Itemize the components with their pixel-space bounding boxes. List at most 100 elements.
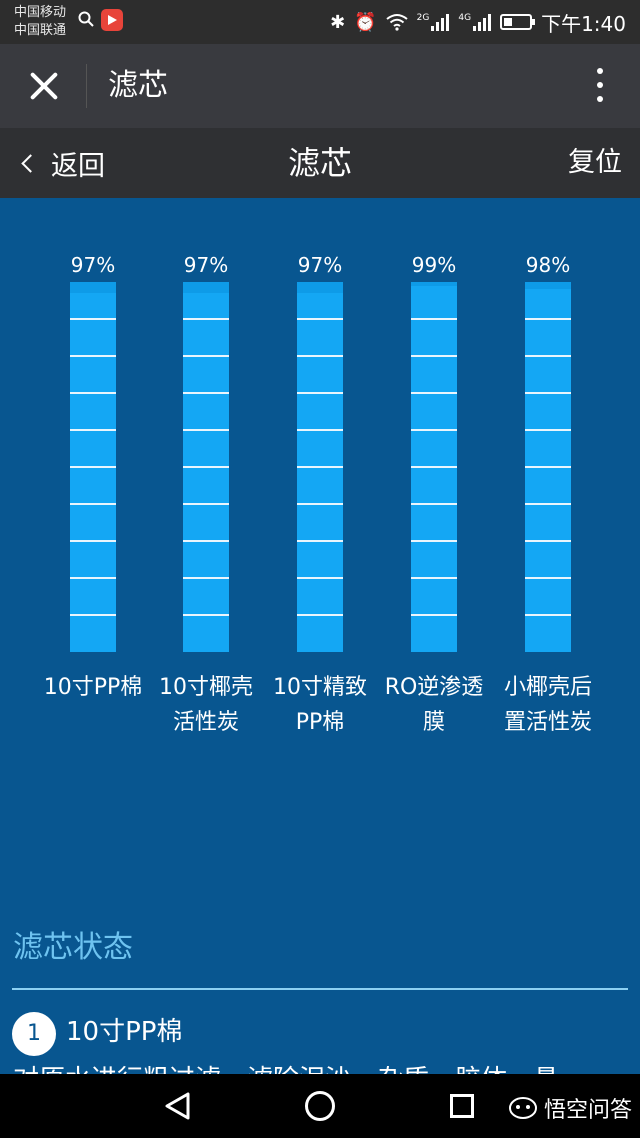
signal-2g-icon: 2G [417,13,450,31]
filter-name-label: 10寸PP棉 [33,670,153,705]
carrier-names: 中国移动 中国联通 [14,4,66,40]
carrier-2: 中国联通 [14,23,67,38]
bar-segment-line [411,355,457,357]
bar-segment-line [297,577,343,579]
clock: 下午1:40 [541,11,626,36]
filter-percent-label: 97% [183,253,229,277]
bar-segment-line [297,392,343,394]
carrier-1: 中国移动 [14,5,67,20]
bar-segment-line [183,429,229,431]
filter-life-bar [183,282,229,652]
filter-name-line-1: 小椰壳后 [503,675,592,700]
nav-home-icon[interactable] [305,1091,335,1121]
bar-segment-line [183,503,229,505]
bar-segment-line [411,318,457,320]
bar-segment-line [183,614,229,616]
bar-segment-line [525,355,571,357]
bar-segment-line [297,355,343,357]
bar-segment-line [411,466,457,468]
bar-segment-line [525,318,571,320]
filter-percent-label: 97% [70,253,116,277]
filter-name-line-1: 10寸精致 [273,675,367,700]
filter-name-label: RO逆渗透膜 [374,670,494,740]
notification-app-icon [101,9,123,31]
bar-segment-line [525,540,571,542]
bar-segment-line [70,392,116,394]
filter-life-fill [297,293,343,652]
bar-segment-line [183,466,229,468]
section-divider [12,988,628,990]
filter-name-label: 小椰壳后 置活性炭 [488,670,608,740]
bar-segment-line [297,466,343,468]
item-number-badge: 1 [12,1012,56,1056]
watermark: 悟空问答 [508,1092,632,1124]
reset-button[interactable]: 复位 [568,147,622,178]
filter-name-label: 10寸精致 PP棉 [260,670,380,740]
bar-segment-line [411,429,457,431]
bar-segment-line [525,429,571,431]
titlebar-divider [86,64,87,108]
close-icon[interactable] [24,66,64,106]
app-header: 返回 滤芯 复位 [0,128,640,198]
section-title: 滤芯状态 [13,930,133,965]
filter-name-line-1: 10寸PP棉 [43,675,143,700]
bar-segment-line [70,503,116,505]
bar-segment-line [411,577,457,579]
bar-segment-line [525,466,571,468]
bar-segment-line [183,318,229,320]
more-options-icon[interactable] [594,68,606,106]
wifi-icon [386,14,408,31]
bar-segment-line [70,466,116,468]
bar-segment-line [525,614,571,616]
filter-name-line-2: 置活性炭 [503,710,592,735]
webview-titlebar: 滤芯 [0,44,640,128]
back-label: 返回 [51,150,105,182]
bar-segment-line [411,614,457,616]
alarm-icon: ⏰ [354,11,377,33]
page-title: 滤芯 [287,144,352,182]
status-icons: ✱ ⏰ 2G 4G 下午1:40 [330,0,626,44]
bar-segment-line [525,392,571,394]
bar-segment-line [297,503,343,505]
filter-name-line-2: 膜 [422,710,445,735]
system-nav-bar: 悟空问答 [0,1074,640,1138]
filter-life-bar [525,282,571,652]
bar-segment-line [70,577,116,579]
battery-icon [500,14,536,30]
filter-name-line-2: PP棉 [295,710,345,735]
bar-segment-line [411,503,457,505]
nav-back-icon[interactable] [164,1092,192,1120]
filter-percent-label: 98% [525,253,571,277]
filter-life-fill [411,285,457,652]
search-icon [78,11,94,27]
wukong-logo-icon [509,1097,537,1119]
bar-segment-line [525,503,571,505]
filter-percent-label: 99% [411,253,457,277]
bar-segment-line [297,540,343,542]
bar-segment-line [183,392,229,394]
back-button[interactable]: 返回 [18,144,105,182]
filter-name-label: 10寸椰壳 活性炭 [146,670,266,740]
filter-life-fill [70,293,116,652]
bar-segment-line [70,429,116,431]
bar-segment-line [70,318,116,320]
bar-segment-line [297,429,343,431]
watermark-text: 悟空问答 [544,1098,633,1123]
bar-segment-line [297,614,343,616]
bar-segment-line [183,355,229,357]
bar-segment-line [183,577,229,579]
filter-name-line-1: 10寸椰壳 [159,675,253,700]
bar-segment-line [70,614,116,616]
filter-life-fill [183,293,229,652]
filter-name-line-1: RO逆渗透 [384,675,484,700]
bar-segment-line [70,540,116,542]
bar-segment-line [183,540,229,542]
bluetooth-icon: ✱ [330,11,346,33]
nav-recents-icon[interactable] [450,1094,474,1118]
status-bar: 中国移动 中国联通 ✱ ⏰ 2G 4G 下午1:40 [0,0,640,44]
signal-4g-icon: 4G [458,13,492,31]
filter-life-bar [70,282,116,652]
bar-segment-line [297,318,343,320]
filter-status-panel: 97% 10寸PP棉 97% 10寸椰壳 活性炭 97% 10寸精致 PP棉 99% RO逆渗透膜… [0,198,640,1074]
webview-title: 滤芯 [108,68,168,103]
